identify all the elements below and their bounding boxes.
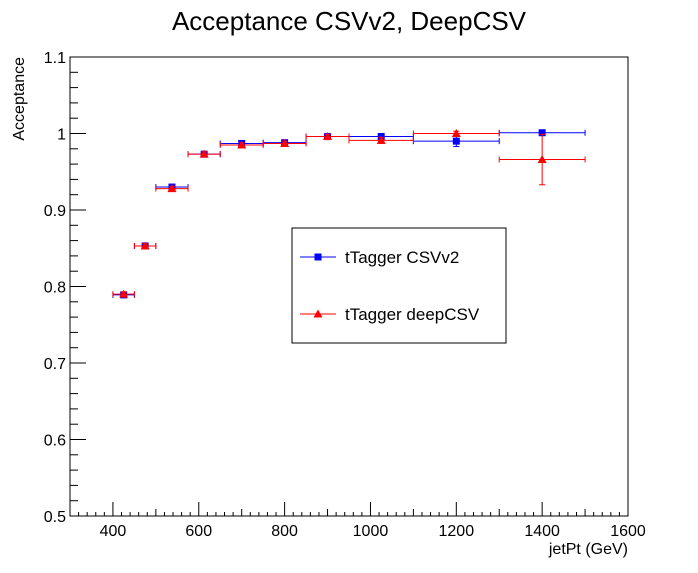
legend-label: tTagger CSVv2 bbox=[345, 248, 459, 267]
x-tick-label: 800 bbox=[271, 523, 298, 540]
y-tick-label: 0.7 bbox=[44, 356, 66, 373]
data-point bbox=[199, 149, 209, 158]
data-point bbox=[376, 135, 386, 144]
data-series bbox=[112, 129, 586, 299]
y-tick-label: 0.6 bbox=[44, 433, 66, 450]
data-point bbox=[537, 155, 547, 164]
legend-box bbox=[291, 227, 507, 344]
x-tick-label: 1600 bbox=[610, 523, 646, 540]
y-axis: 0.5 0.6 0.7 0.8 0.9 1 1.1 bbox=[44, 50, 86, 526]
y-tick-label: 0.5 bbox=[44, 509, 66, 526]
x-tick-label: 1400 bbox=[524, 523, 560, 540]
y-tick-label: 0.8 bbox=[44, 280, 66, 297]
data-point bbox=[538, 129, 546, 137]
chart-title: Acceptance CSVv2, DeepCSV bbox=[172, 6, 527, 36]
legend: tTagger CSVv2 tTagger deepCSV bbox=[291, 227, 507, 344]
data-point bbox=[323, 132, 333, 141]
series-deepcsv bbox=[112, 129, 586, 298]
legend-marker bbox=[313, 309, 323, 318]
data-point bbox=[280, 138, 290, 147]
x-axis-label: jetPt (GeV) bbox=[548, 541, 628, 558]
y-tick-label: 1 bbox=[57, 127, 66, 144]
data-point bbox=[167, 184, 177, 193]
x-tick-label: 1000 bbox=[353, 523, 389, 540]
y-tick-label: 1.1 bbox=[44, 50, 66, 67]
y-axis-label: Acceptance bbox=[11, 57, 28, 141]
x-tick-label: 1200 bbox=[439, 523, 475, 540]
data-point bbox=[452, 137, 460, 145]
data-point bbox=[119, 289, 129, 298]
x-tick-label: 400 bbox=[100, 523, 127, 540]
data-point bbox=[140, 241, 150, 250]
legend-label: tTagger deepCSV bbox=[345, 305, 480, 324]
data-point bbox=[237, 140, 247, 149]
legend-marker bbox=[314, 253, 322, 261]
legend-entries: tTagger CSVv2 tTagger deepCSV bbox=[300, 248, 480, 324]
x-tick-label: 600 bbox=[185, 523, 212, 540]
y-tick-label: 0.9 bbox=[44, 203, 66, 220]
x-axis: 400 600 800 1000 1200 1400 1600 bbox=[69, 502, 646, 540]
data-point bbox=[451, 129, 461, 137]
